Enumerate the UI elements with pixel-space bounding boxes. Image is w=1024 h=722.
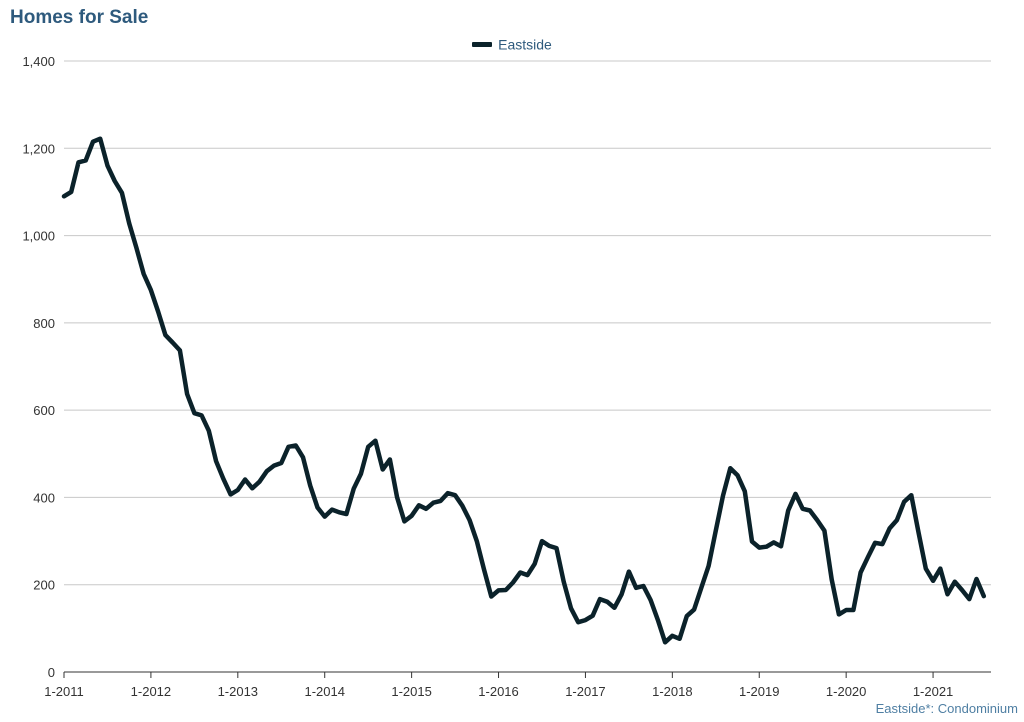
x-tick-label: 1-2012 bbox=[131, 684, 171, 699]
legend-swatch-eastside bbox=[472, 41, 493, 47]
chart-title: Homes for Sale bbox=[10, 7, 149, 28]
y-axis: 0 200 400 600 800 1,000 1,200 1,400 bbox=[22, 54, 55, 680]
y-tick-label: 800 bbox=[33, 316, 55, 331]
x-tick-label: 1-2011 bbox=[44, 684, 84, 699]
footnote: Eastside*: Condominium bbox=[875, 701, 1018, 716]
y-tick-label: 1,000 bbox=[22, 229, 55, 244]
x-tick-label: 1-2014 bbox=[304, 684, 344, 699]
x-tick-label: 1-2017 bbox=[565, 684, 605, 699]
legend: Eastside bbox=[0, 35, 1024, 52]
x-tick-label: 1-2015 bbox=[391, 684, 431, 699]
gridlines bbox=[64, 60, 991, 673]
y-tick-label: 200 bbox=[33, 578, 55, 593]
y-tick-label: 1,200 bbox=[22, 141, 55, 156]
x-tick-label: 1-2021 bbox=[913, 684, 953, 699]
legend-label-eastside: Eastside bbox=[498, 36, 552, 53]
x-tick-label: 1-2013 bbox=[218, 684, 258, 699]
y-tick-label: 400 bbox=[33, 490, 55, 505]
y-tick-label: 600 bbox=[33, 403, 55, 418]
y-tick-label: 1,400 bbox=[22, 54, 55, 69]
series-layer bbox=[61, 136, 987, 645]
y-tick-label: 0 bbox=[48, 665, 55, 680]
x-tick-label: 1-2018 bbox=[652, 684, 692, 699]
x-tick-label: 1-2020 bbox=[826, 684, 866, 699]
x-tick-label: 1-2016 bbox=[478, 684, 518, 699]
x-tick-label: 1-2019 bbox=[739, 684, 779, 699]
x-axis: 1-2011 1-2012 1-2013 1-2014 1-2015 1-2016 1-20… bbox=[44, 672, 953, 699]
series-line-eastside bbox=[61, 136, 987, 645]
